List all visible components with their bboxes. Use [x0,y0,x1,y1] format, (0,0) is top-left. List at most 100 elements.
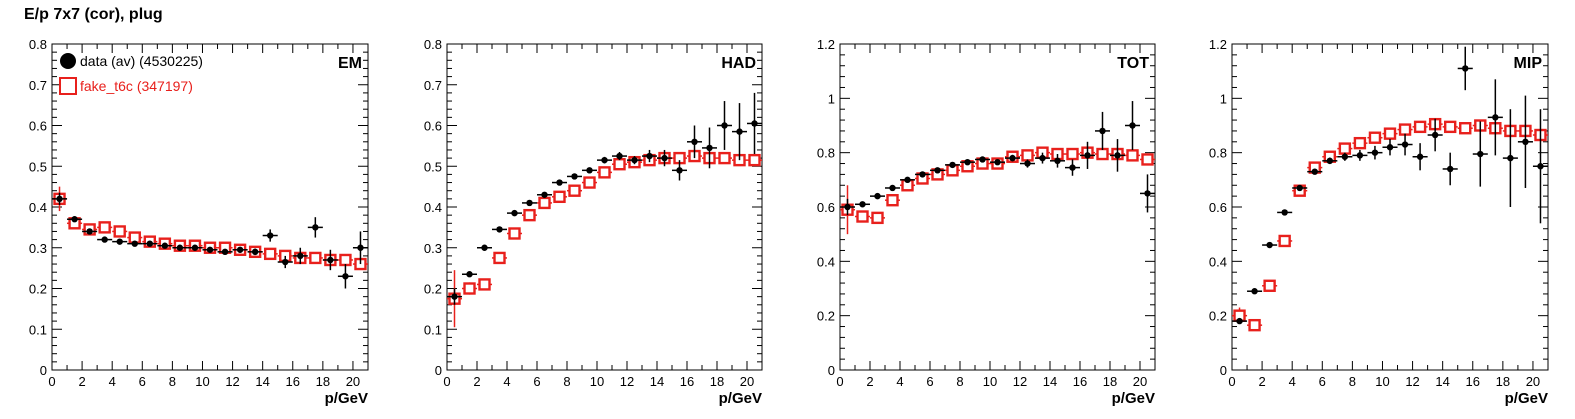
fake-point [1247,318,1263,332]
data-point [97,236,113,243]
data-marker [357,244,364,251]
data-marker [556,179,563,186]
y-tick-label: 0 [828,363,835,378]
data-marker [116,238,123,245]
data-point [657,149,672,167]
data-marker [706,144,713,152]
data-point [277,255,293,269]
data-point [855,201,870,208]
data-point [1352,149,1368,161]
x-tick-label: 12 [1013,374,1027,389]
y-tick-label: 0.4 [1209,254,1227,269]
fake-point [492,251,507,265]
data-marker [1039,154,1046,162]
data-marker [1129,122,1136,129]
fake-marker [1248,318,1261,332]
x-tick-label: 14 [650,374,664,389]
data-point [597,156,612,164]
fake-point [1397,123,1413,136]
data-point [142,240,158,247]
data-marker [1416,153,1424,160]
data-marker [1054,157,1061,165]
data-point [612,151,627,161]
data-point [687,125,702,159]
data-marker [466,271,473,278]
data-marker [691,138,698,145]
fake-marker [553,190,566,204]
data-marker [1114,152,1121,159]
data-point [627,156,642,165]
x-tick-label: 16 [1466,374,1480,389]
x-tick-label: 20 [346,374,360,389]
x-tick-label: 2 [1258,374,1265,389]
data-marker [571,173,578,180]
data-marker [631,156,638,164]
y-tick-label: 0.3 [29,241,47,256]
data-point [1457,46,1473,91]
data-point [187,244,203,251]
data-point [52,192,68,205]
fake-point [537,196,552,210]
data-marker [496,226,503,233]
data-point [157,242,173,249]
fake-marker [493,251,506,265]
data-point [870,192,885,200]
data-point [672,160,687,181]
x-tick-label: 4 [503,374,510,389]
fake-marker [508,227,521,240]
fake-point [1140,153,1155,166]
fake-point [597,166,612,179]
y-tick-label: 1 [1220,91,1227,106]
x-tick-label: 0 [1228,374,1235,389]
data-marker [1281,209,1288,216]
fake-point [582,176,597,189]
data-point [492,226,507,233]
data-point [747,92,762,155]
fake-marker [309,251,322,265]
data-marker [1251,288,1258,295]
data-marker [1477,150,1484,158]
panel-label: HAD [721,55,756,72]
data-marker [586,167,593,174]
data-point [1427,118,1443,152]
data-point [1277,209,1293,216]
data-marker [266,232,274,239]
panel-label: TOT [1117,55,1149,72]
x-tick-label: 20 [740,374,754,389]
data-marker [342,273,349,280]
y-tick-label: 1.2 [817,37,835,52]
data-point [1397,133,1413,156]
y-tick-label: 0.8 [424,37,442,52]
fake-marker [1383,127,1397,140]
data-point [1247,288,1263,295]
x-tick-label: 12 [225,374,239,389]
plot-frame [446,43,763,371]
page-title: E/p 7x7 (cor), plug [24,6,163,23]
fake-marker [1413,120,1427,134]
fake-point [307,251,323,265]
data-marker [327,256,334,264]
data-marker [994,158,1001,166]
y-tick-label: 1.2 [1209,37,1227,52]
data-marker [1326,157,1334,165]
y-tick-label: 0.4 [817,254,835,269]
fake-marker [1368,131,1382,144]
fake-point [717,151,732,165]
data-point [960,158,975,166]
x-axis-label: p/GeV [1112,390,1155,407]
data-point [82,228,98,235]
data-point [522,199,537,207]
x-tick-label: 0 [836,374,843,389]
x-tick-label: 2 [866,374,873,389]
data-marker [601,156,608,164]
data-point [1065,159,1080,176]
x-tick-label: 4 [896,374,903,389]
data-marker [1431,131,1439,139]
y-tick-label: 0.8 [817,146,835,161]
fake-point [127,231,143,244]
fake-marker [1278,234,1291,248]
data-point [975,156,990,163]
data-point [1322,157,1338,165]
fake-marker [568,184,581,197]
x-tick-label: 10 [983,374,997,389]
